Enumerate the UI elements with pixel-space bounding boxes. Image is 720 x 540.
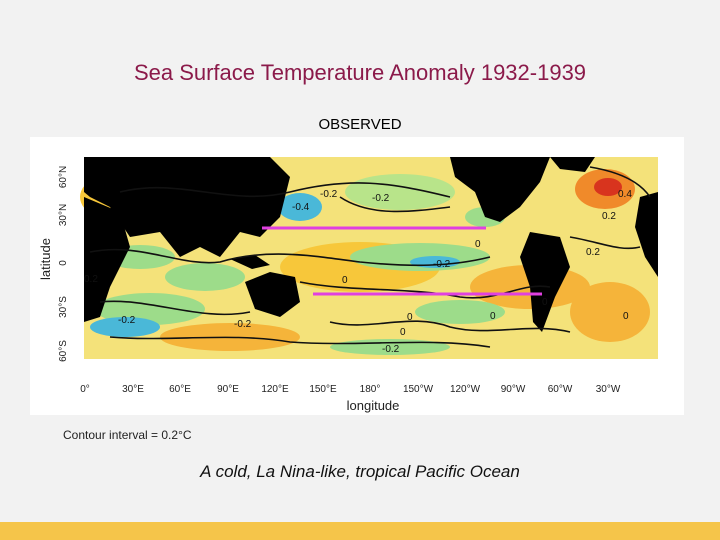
contour-label: -0.4: [292, 202, 310, 213]
contour-label: 0: [407, 312, 413, 323]
contour-label: 0.2: [602, 211, 616, 222]
lon-tick: 90°W: [501, 384, 526, 395]
lon-tick: 30°E: [122, 384, 144, 395]
lon-tick: 180°: [360, 384, 381, 395]
contour-label: 0: [490, 311, 496, 322]
lon-tick: 90°E: [217, 384, 239, 395]
contour-label: 0: [542, 297, 548, 308]
lon-tick: 150°W: [403, 384, 434, 395]
contour-lines: [89, 166, 651, 348]
lon-tick: 150°E: [309, 384, 337, 395]
longitude-axis-label: longitude: [347, 398, 400, 413]
contour-label: -0.2: [372, 193, 390, 204]
contour-label: 0: [400, 327, 406, 338]
lat-tick: 30°S: [58, 296, 69, 318]
contour-label: 0: [342, 275, 348, 286]
lat-tick: 0: [58, 260, 69, 266]
contour-value-labels: -0.2 -0.4 -0.2 0.4 0.2 0.2 -0.2 0 0.2 0 …: [84, 189, 632, 355]
contour-label: -0.2: [118, 315, 136, 326]
latitude-axis-label: latitude: [38, 238, 53, 280]
contour-label: -0.2: [320, 189, 338, 200]
contour-label: -0.2: [234, 319, 252, 330]
lat-tick: 60°S: [58, 340, 69, 362]
lon-tick: 0°: [80, 384, 90, 395]
contour-label: 0.4: [618, 189, 632, 200]
contour-label: -0.2: [382, 344, 400, 355]
contour-label: 0.2: [586, 247, 600, 258]
latitude-tick-labels: 60°N 30°N 0 30°S 60°S: [58, 166, 69, 362]
contour-interval-note: Contour interval = 0.2°C: [63, 428, 192, 442]
land-masses: [84, 157, 658, 332]
slide-title: Sea Surface Temperature Anomaly 1932-193…: [133, 60, 587, 85]
contour-label: -0.2: [433, 259, 451, 270]
lon-tick: 60°E: [169, 384, 191, 395]
contour-label: 0: [623, 311, 629, 322]
lon-tick: 120°W: [450, 384, 481, 395]
sst-anomaly-map: -0.2 -0.4 -0.2 0.4 0.2 0.2 -0.2 0 0.2 0 …: [30, 137, 684, 415]
longitude-tick-labels: 0° 30°E 60°E 90°E 120°E 150°E 180° 150°W…: [80, 384, 621, 395]
lon-tick: 60°W: [548, 384, 573, 395]
contour-label: 0: [475, 239, 481, 250]
slide-caption: A cold, La Nina-like, tropical Pacific O…: [200, 462, 520, 481]
contour-label: 0.2: [84, 274, 98, 285]
lat-tick: 30°N: [58, 204, 69, 226]
lon-tick: 120°E: [261, 384, 289, 395]
lat-tick: 60°N: [58, 166, 69, 188]
map-subtitle: OBSERVED: [318, 116, 402, 133]
lon-tick: 30°W: [596, 384, 621, 395]
footer-accent-bar: [0, 522, 720, 540]
